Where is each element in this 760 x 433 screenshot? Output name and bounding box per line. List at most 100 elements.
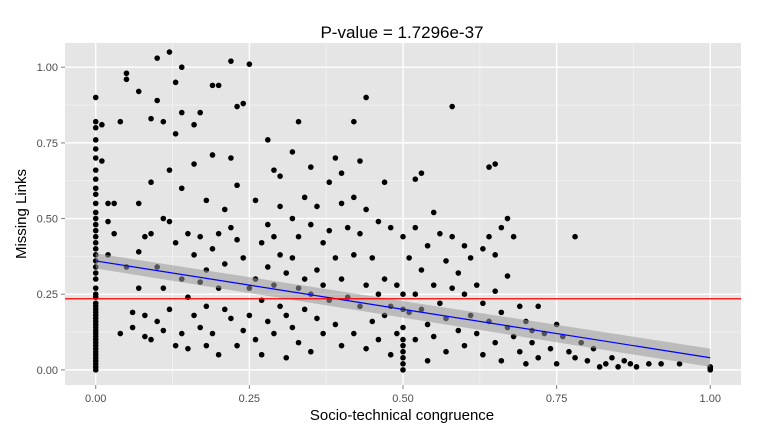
data-point: [480, 246, 486, 252]
data-point: [400, 336, 406, 343]
data-point: [197, 233, 203, 240]
data-point: [320, 282, 326, 288]
data-point: [148, 179, 154, 186]
data-point: [394, 282, 400, 288]
data-point: [148, 336, 154, 343]
data-point: [99, 158, 105, 164]
data-point: [283, 270, 290, 276]
x-tick-label: 0.50: [392, 393, 413, 405]
data-point: [92, 209, 99, 216]
data-point: [381, 276, 388, 282]
data-point: [172, 79, 179, 86]
data-point: [252, 336, 259, 343]
data-point: [221, 261, 228, 267]
data-point: [676, 361, 683, 367]
data-point: [92, 167, 99, 173]
confidence-band: [95, 253, 711, 367]
data-point: [160, 118, 167, 125]
y-tick-label: 1.00: [37, 62, 58, 74]
data-point: [148, 115, 154, 122]
data-point: [105, 200, 111, 207]
data-point: [246, 61, 253, 67]
data-point: [277, 303, 283, 310]
data-point: [529, 339, 535, 346]
data-point: [308, 164, 314, 170]
data-point: [92, 176, 99, 182]
data-point: [123, 70, 130, 77]
y-axis-title: Missing Links: [13, 169, 30, 259]
data-point: [357, 230, 363, 237]
data-point: [332, 255, 339, 261]
data-point: [351, 194, 357, 201]
data-point: [658, 361, 664, 367]
y-axis-ticks: 0.00 0.25 0.50 0.75 1.00: [37, 62, 65, 377]
data-point: [412, 291, 419, 298]
data-point: [621, 357, 628, 364]
data-point: [271, 233, 277, 240]
data-point: [92, 94, 99, 101]
data-point: [135, 285, 142, 291]
data-point: [584, 357, 591, 364]
data-point: [166, 306, 173, 313]
data-point: [92, 270, 99, 276]
data-point: [215, 82, 222, 89]
data-point: [271, 330, 277, 337]
data-point: [135, 88, 142, 95]
data-point: [234, 342, 240, 349]
data-point: [277, 252, 283, 258]
data-point: [418, 170, 425, 176]
data-point: [209, 330, 216, 337]
data-point: [228, 155, 234, 161]
data-point: [172, 342, 179, 349]
data-point: [449, 233, 455, 240]
x-axis-title: Socio-technical congruence: [310, 407, 494, 424]
data-point: [178, 109, 185, 116]
data-point: [492, 252, 498, 258]
data-point: [320, 330, 326, 337]
data-point: [344, 224, 351, 231]
data-point: [320, 239, 326, 246]
data-point: [283, 312, 290, 319]
data-point: [308, 348, 314, 355]
data-point: [265, 137, 271, 143]
data-point: [265, 318, 271, 325]
data-point: [369, 255, 376, 261]
data-point: [498, 357, 505, 364]
data-point: [338, 342, 345, 349]
data-point: [627, 361, 634, 367]
data-point: [387, 351, 394, 358]
data-point: [178, 64, 185, 71]
data-point: [111, 230, 117, 237]
data-point: [326, 179, 333, 186]
data-point: [394, 330, 400, 337]
data-point: [332, 155, 339, 161]
data-point: [461, 242, 468, 249]
data-point: [191, 312, 197, 319]
data-point: [203, 303, 210, 310]
data-point: [332, 321, 339, 328]
data-point: [209, 246, 216, 252]
data-point: [203, 342, 210, 349]
data-point: [516, 348, 523, 355]
data-point: [375, 336, 382, 343]
data-point: [437, 230, 443, 237]
data-point: [203, 197, 210, 204]
data-point: [92, 118, 99, 125]
data-point: [430, 209, 437, 216]
data-point: [215, 230, 222, 237]
data-point: [412, 336, 419, 343]
data-point: [295, 118, 302, 125]
data-point: [271, 167, 277, 173]
data-point: [504, 273, 511, 279]
data-point: [92, 291, 99, 298]
data-point: [424, 242, 431, 249]
data-point: [221, 306, 228, 313]
data-point: [443, 258, 449, 264]
data-point: [480, 300, 486, 307]
data-point: [234, 236, 240, 243]
data-point: [154, 97, 160, 104]
data-point: [455, 270, 462, 276]
data-point: [523, 361, 529, 367]
data-point: [191, 121, 197, 128]
data-point: [510, 233, 517, 240]
